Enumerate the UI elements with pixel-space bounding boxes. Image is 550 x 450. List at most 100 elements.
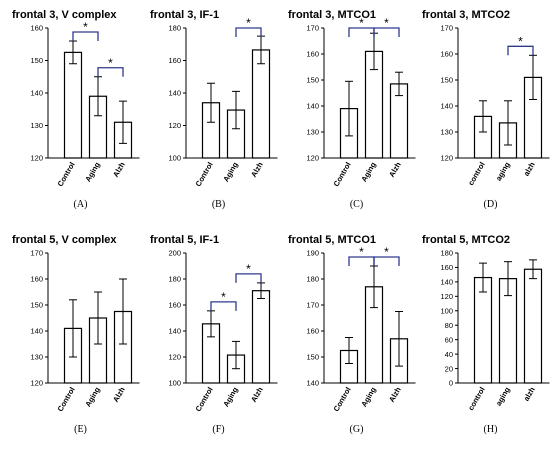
chart-panel: frontal 3, IF-1 100 120 140 160 180 Control Agi… <box>150 9 278 210</box>
y-tick-label: 150 <box>306 76 319 85</box>
significance-bracket <box>235 27 262 37</box>
y-tick-label: 180 <box>168 24 181 33</box>
significance-bracket <box>235 273 262 283</box>
category-label: Alzh <box>249 385 265 404</box>
y-tick-label: 130 <box>306 128 319 137</box>
panel-label: (D) <box>484 199 498 210</box>
bar <box>63 51 83 159</box>
significance-bracket <box>373 256 400 266</box>
y-tick-label: 140 <box>440 102 453 111</box>
y-tick-label: 130 <box>30 353 43 362</box>
y-tick-label: 140 <box>440 278 453 287</box>
category-label: Alzh <box>387 385 403 404</box>
chart-panel: frontal 3, V complex 120 130 140 150 160 Contr… <box>12 9 140 210</box>
y-tick-label: 140 <box>30 327 43 336</box>
y-tick-label: 120 <box>30 379 43 388</box>
category-label: Alzh <box>387 160 403 179</box>
panel-label: (F) <box>212 424 224 435</box>
category-label: Aging <box>221 385 240 408</box>
significance-bracket <box>507 45 534 56</box>
bar <box>523 268 543 384</box>
significance-star: * <box>518 34 523 48</box>
y-tick-label: 150 <box>440 76 453 85</box>
category-label: Aging <box>221 160 240 183</box>
y-tick-label: 160 <box>168 56 181 65</box>
y-tick-label: 0 <box>449 379 453 388</box>
significance-star: * <box>384 245 389 259</box>
y-tick-label: 40 <box>445 350 453 359</box>
panel-label: (E) <box>74 424 87 435</box>
category-label: aging <box>494 385 512 407</box>
panel-label: (A) <box>74 199 88 210</box>
y-tick-label: 130 <box>30 121 43 130</box>
y-tick-label: 100 <box>168 379 181 388</box>
chart-title: frontal 3, MTCO1 <box>288 9 376 21</box>
category-label: control <box>466 386 487 413</box>
category-label: Aging <box>359 160 378 183</box>
y-tick-label: 190 <box>306 249 319 258</box>
y-tick-label: 100 <box>440 306 453 315</box>
chart-title: frontal 3, MTCO2 <box>422 9 510 21</box>
significance-star: * <box>246 262 251 276</box>
chart-title: frontal 5, V complex <box>12 234 117 246</box>
y-tick-label: 160 <box>440 263 453 272</box>
y-tick-label: 170 <box>440 24 453 33</box>
y-tick-label: 20 <box>445 364 453 373</box>
y-tick-label: 160 <box>440 50 453 59</box>
y-tick-label: 140 <box>306 379 319 388</box>
category-label: Alzh <box>249 160 265 179</box>
chart-title: frontal 3, IF-1 <box>150 9 219 21</box>
significance-star: * <box>221 290 226 304</box>
significance-star: * <box>359 16 364 30</box>
y-tick-label: 120 <box>440 154 453 163</box>
panel-label: (C) <box>350 199 363 210</box>
chart-panel: frontal 5, V complex 120 130 140 150 160 170 Co… <box>12 234 140 435</box>
panel-label: (G) <box>350 424 364 435</box>
y-tick-label: 150 <box>30 301 43 310</box>
category-label: Control <box>194 386 215 414</box>
y-tick-label: 160 <box>30 24 43 33</box>
category-label: Control <box>56 161 77 189</box>
y-tick-label: 170 <box>306 24 319 33</box>
chart-panel: frontal 5, IF-1 100 120 140 160 180 200 Control… <box>150 234 278 435</box>
chart-title: frontal 5, MTCO1 <box>288 234 376 246</box>
significance-star: * <box>83 20 88 34</box>
y-tick-label: 150 <box>306 353 319 362</box>
category-label: Control <box>194 161 215 189</box>
y-tick-label: 180 <box>168 275 181 284</box>
y-tick-label: 140 <box>30 89 43 98</box>
significance-star: * <box>384 16 389 30</box>
y-tick-label: 120 <box>168 353 181 362</box>
significance-bracket <box>72 31 99 41</box>
y-tick-label: 170 <box>30 249 43 258</box>
category-label: Control <box>332 386 353 414</box>
y-tick-label: 160 <box>306 327 319 336</box>
category-label: Control <box>332 161 353 189</box>
y-tick-label: 180 <box>306 275 319 284</box>
category-label: aging <box>494 160 512 182</box>
y-tick-label: 60 <box>445 335 453 344</box>
bar <box>251 290 271 384</box>
chart-panel: frontal 5, MTCO2 0 20 40 60 80 100 120 140 160 180… <box>422 234 550 435</box>
chart-title: frontal 3, V complex <box>12 9 117 21</box>
y-tick-label: 120 <box>168 121 181 130</box>
chart-panel: frontal 5, MTCO1 140 150 160 170 180 190 Contro… <box>288 234 416 435</box>
category-label: Aging <box>83 160 102 183</box>
y-tick-label: 120 <box>30 154 43 163</box>
panel-label: (H) <box>484 424 498 435</box>
y-tick-label: 160 <box>168 301 181 310</box>
chart-panel: frontal 3, MTCO1 120 130 140 150 160 170 Contro… <box>288 9 416 210</box>
significance-bracket <box>210 301 237 311</box>
significance-star: * <box>108 56 113 70</box>
y-tick-label: 140 <box>168 89 181 98</box>
category-label: Aging <box>83 385 102 408</box>
y-tick-label: 200 <box>168 249 181 258</box>
y-tick-label: 160 <box>306 50 319 59</box>
category-label: Alzh <box>111 160 127 179</box>
y-tick-label: 180 <box>440 249 453 258</box>
significance-star: * <box>359 245 364 259</box>
category-label: Alzh <box>111 385 127 404</box>
chart-title: frontal 5, IF-1 <box>150 234 219 246</box>
category-label: Aging <box>359 385 378 408</box>
